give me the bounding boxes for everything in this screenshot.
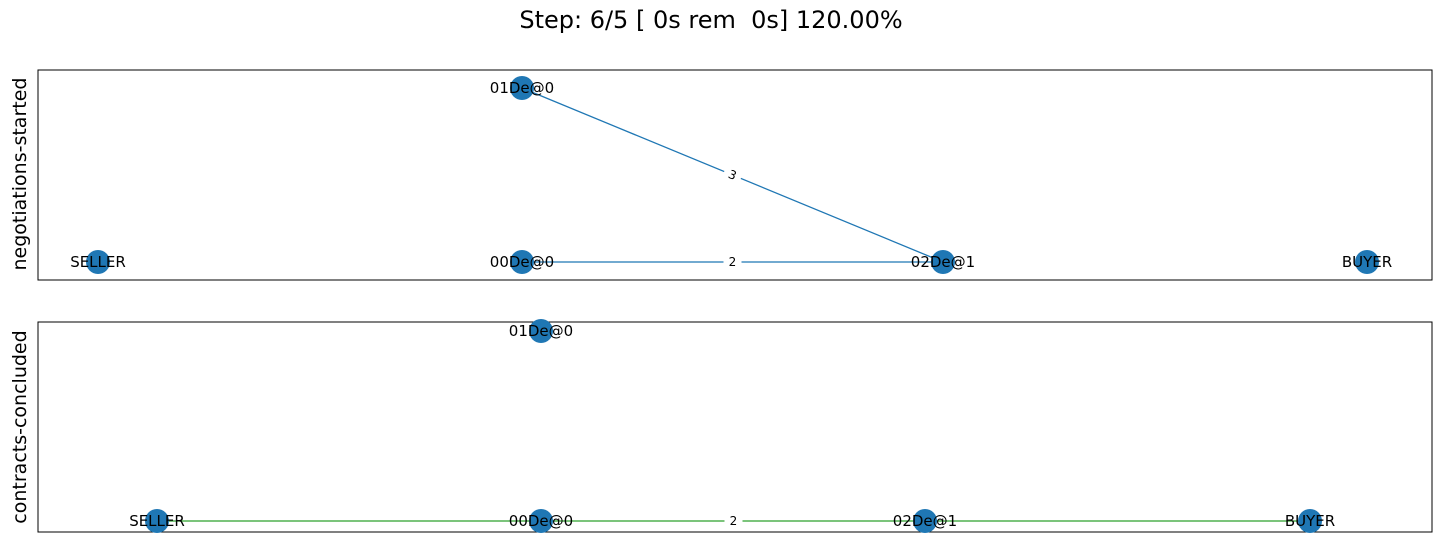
panel-1-edge-label: 2 [729,255,737,269]
panel-2-node-label-SELLER: SELLER [129,512,185,530]
panel-1-node-label-SELLER: SELLER [70,253,126,271]
panel-2-node-label-BUYER: BUYER [1285,512,1335,530]
panel-2-node-BUYER [1298,509,1322,533]
panel-1-node-label-02De@1: 02De@1 [911,253,975,271]
panel-1-node-label-01De@0: 01De@0 [490,79,554,97]
panel-2-node-00De@0 [529,509,553,533]
panel-1-edge-label-bg [723,254,742,270]
panel-2-node-label-02De@1: 02De@1 [893,512,957,530]
figure-title: Step: 6/5 [ 0s rem 0s] 120.00% [519,6,903,34]
panel-2-frame [37,321,1433,533]
panel-2-edge-label-bg [724,513,743,529]
panel-1-edge-label-bg [721,164,744,186]
panel-1-node-label-BUYER: BUYER [1342,253,1392,271]
panel-1-node-02De@1 [931,250,955,274]
panel-2-edge-label: 2 [730,514,738,528]
panel-2-node-02De@1 [913,509,937,533]
panel-1-node-label-00De@0: 00De@0 [490,253,554,271]
panel-1-node-00De@0 [510,250,534,274]
panel-2-node-label-01De@0: 01De@0 [509,322,573,340]
panel-1-node-01De@0 [510,76,534,100]
panel-1-node-BUYER [1355,250,1379,274]
panel-2-node-label-00De@0: 00De@0 [509,512,573,530]
panel-2-node-01De@0 [529,319,553,343]
panel-1-frame [37,69,1433,281]
panel-2-node-SELLER [145,509,169,533]
panel-1-node-SELLER [86,250,110,274]
